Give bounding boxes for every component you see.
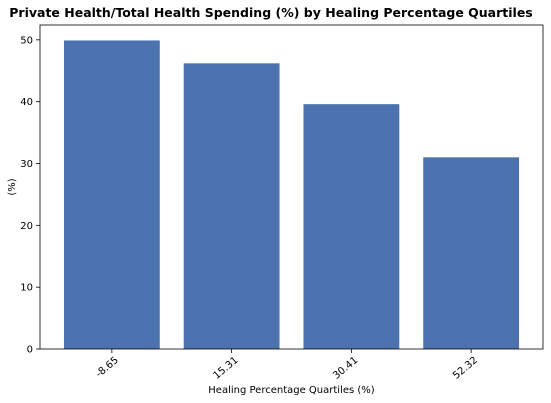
x-tick-label: 15.31 [212, 355, 241, 382]
x-axis-label: Healing Percentage Quartiles (%) [208, 385, 375, 396]
y-tick-label: 50 [20, 35, 33, 46]
y-tick-label: 40 [20, 97, 33, 108]
bars-group [63, 40, 520, 350]
x-tick-label: 30.41 [331, 355, 360, 382]
bar-52.32 [423, 157, 520, 349]
y-tick-label: 10 [20, 283, 33, 294]
y-tick-label: 0 [27, 345, 33, 356]
x-tick-label: 52.32 [451, 355, 480, 382]
y-tick-label: 20 [20, 221, 33, 232]
bar-15.31 [183, 63, 280, 350]
chart-title: Private Health/Total Health Spending (%)… [9, 5, 533, 20]
y-tick-label: 30 [20, 159, 33, 170]
bar-30.41 [303, 104, 400, 350]
x-tick-label: -8.65 [94, 355, 121, 380]
y-axis: 0 10 20 30 40 50 [20, 35, 40, 356]
plot-frame [39, 24, 544, 350]
bar--8.65 [63, 40, 160, 350]
y-axis-label: (%) [7, 178, 18, 195]
x-axis: -8.65 15.31 30.41 52.32 [94, 349, 480, 382]
